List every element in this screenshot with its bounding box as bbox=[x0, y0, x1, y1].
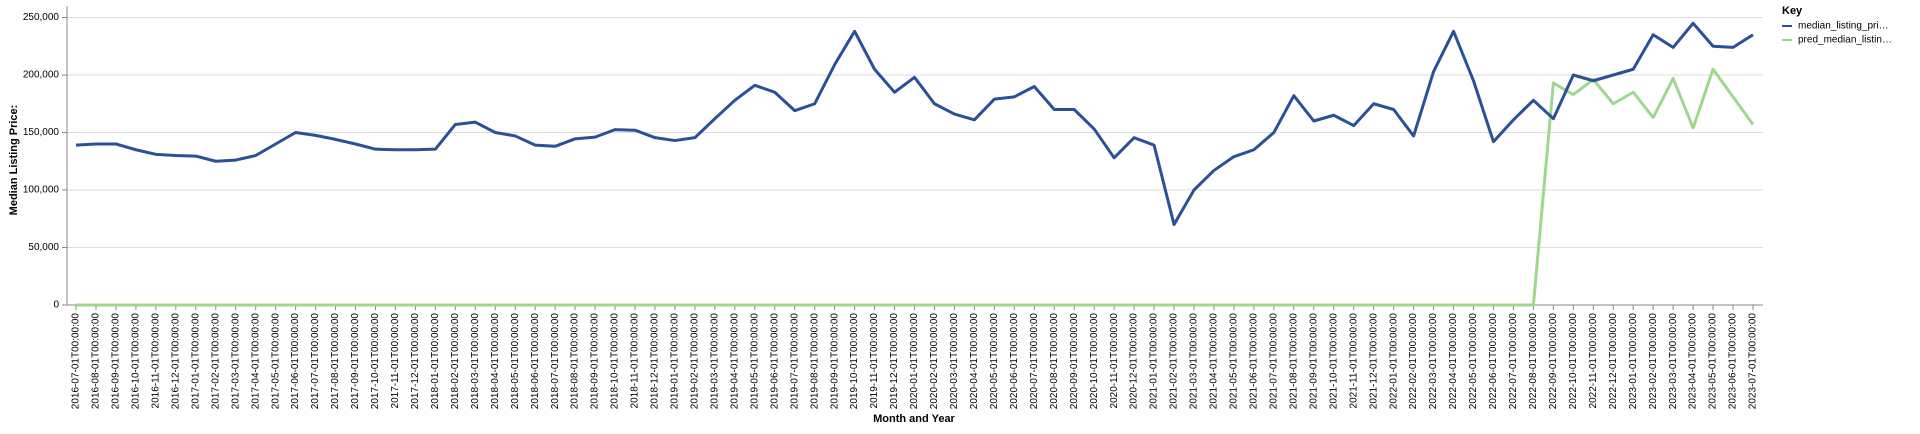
x-tick-label: 2019-05-01T00:00:00 bbox=[749, 313, 760, 410]
x-tick-label: 2021-03-01T00:00:00 bbox=[1189, 313, 1200, 410]
x-tick-label: 2021-11-01T00:00:00 bbox=[1348, 313, 1359, 409]
x-tick-label: 2017-05-01T00:00:00 bbox=[270, 313, 281, 410]
x-tick-label: 2022-10-01T00:00:00 bbox=[1568, 313, 1579, 410]
x-tick-label: 2020-08-01T00:00:00 bbox=[1049, 313, 1060, 410]
x-tick-label: 2017-04-01T00:00:00 bbox=[250, 313, 261, 410]
x-tick-label: 2021-01-01T00:00:00 bbox=[1149, 313, 1160, 410]
x-tick-label: 2020-04-01T00:00:00 bbox=[969, 313, 980, 410]
x-tick-label: 2016-07-01T00:00:00 bbox=[71, 313, 82, 410]
x-tick-label: 2017-10-01T00:00:00 bbox=[370, 313, 381, 410]
y-tick-label: 50,000 bbox=[28, 242, 59, 253]
x-tick-label: 2019-06-01T00:00:00 bbox=[769, 313, 780, 410]
x-tick-label: 2021-07-01T00:00:00 bbox=[1268, 313, 1279, 410]
x-tick-label: 2018-10-01T00:00:00 bbox=[610, 313, 621, 410]
x-tick-label: 2023-04-01T00:00:00 bbox=[1688, 313, 1699, 410]
x-tick-label: 2022-11-01T00:00:00 bbox=[1588, 313, 1599, 409]
x-tick-label: 2020-01-01T00:00:00 bbox=[909, 313, 920, 410]
y-tick-label: 200,000 bbox=[23, 70, 60, 81]
x-tick-label: 2017-01-01T00:00:00 bbox=[190, 313, 201, 410]
x-tick-label: 2020-02-01T00:00:00 bbox=[929, 313, 940, 410]
x-tick-label: 2018-12-01T00:00:00 bbox=[650, 313, 661, 410]
x-tick-label: 2020-05-01T00:00:00 bbox=[989, 313, 1000, 410]
x-tick-label: 2020-09-01T00:00:00 bbox=[1069, 313, 1080, 410]
x-tick-label: 2017-07-01T00:00:00 bbox=[310, 313, 321, 410]
x-tick-label: 2018-03-01T00:00:00 bbox=[470, 313, 481, 410]
x-tick-label: 2018-07-01T00:00:00 bbox=[550, 313, 561, 410]
x-tick-label: 2023-02-01T00:00:00 bbox=[1648, 313, 1659, 410]
x-tick-label: 2017-06-01T00:00:00 bbox=[290, 313, 301, 410]
x-tick-label: 2019-01-01T00:00:00 bbox=[670, 313, 681, 410]
x-tick-label: 2018-06-01T00:00:00 bbox=[530, 313, 541, 410]
x-tick-label: 2022-03-01T00:00:00 bbox=[1428, 313, 1439, 410]
series-line bbox=[75, 21, 1754, 226]
x-tick-label: 2020-12-01T00:00:00 bbox=[1129, 313, 1140, 410]
x-tick-label: 2022-06-01T00:00:00 bbox=[1488, 313, 1499, 410]
x-tick-label: 2017-09-01T00:00:00 bbox=[350, 313, 361, 410]
x-tick-label: 2016-11-01T00:00:00 bbox=[150, 313, 161, 409]
x-tick-label: 2022-08-01T00:00:00 bbox=[1528, 313, 1539, 410]
x-tick-label: 2020-11-01T00:00:00 bbox=[1109, 313, 1120, 409]
x-tick-label: 2017-12-01T00:00:00 bbox=[410, 313, 421, 410]
y-tick-label: 150,000 bbox=[23, 127, 60, 138]
x-tick-label: 2023-07-01T00:00:00 bbox=[1748, 313, 1759, 410]
x-tick-label: 2023-06-01T00:00:00 bbox=[1728, 313, 1739, 410]
x-tick-label: 2022-09-01T00:00:00 bbox=[1548, 313, 1559, 410]
x-tick-label: 2020-03-01T00:00:00 bbox=[949, 313, 960, 410]
x-tick-label: 2023-03-01T00:00:00 bbox=[1668, 313, 1679, 410]
x-tick-label: 2016-09-01T00:00:00 bbox=[111, 313, 122, 410]
x-tick-label: 2019-02-01T00:00:00 bbox=[690, 313, 701, 410]
x-tick-label: 2018-08-01T00:00:00 bbox=[570, 313, 581, 410]
x-tick-label: 2022-02-01T00:00:00 bbox=[1408, 313, 1419, 410]
x-tick-label: 2017-08-01T00:00:00 bbox=[330, 313, 341, 410]
x-tick-label: 2022-12-01T00:00:00 bbox=[1608, 313, 1619, 410]
x-tick-label: 2018-04-01T00:00:00 bbox=[490, 313, 501, 410]
x-tick-label: 2019-12-01T00:00:00 bbox=[889, 313, 900, 410]
y-tick-label: 250,000 bbox=[23, 12, 60, 23]
x-tick-label: 2019-04-01T00:00:00 bbox=[729, 313, 740, 410]
x-tick-label: 2018-05-01T00:00:00 bbox=[510, 313, 521, 410]
x-tick-label: 2019-07-01T00:00:00 bbox=[789, 313, 800, 410]
y-tick-label: 100,000 bbox=[23, 185, 60, 196]
x-tick-label: 2021-08-01T00:00:00 bbox=[1288, 313, 1299, 410]
x-tick-label: 2022-04-01T00:00:00 bbox=[1448, 313, 1459, 410]
x-tick-label: 2019-03-01T00:00:00 bbox=[709, 313, 720, 410]
x-tick-label: 2020-07-01T00:00:00 bbox=[1029, 313, 1040, 410]
y-axis-title: Median Listing Price: bbox=[8, 105, 20, 216]
x-tick-label: 2016-08-01T00:00:00 bbox=[91, 313, 102, 410]
x-tick-label: 2021-10-01T00:00:00 bbox=[1328, 313, 1339, 410]
legend-label: median_listing_pri… bbox=[1798, 21, 1889, 32]
x-tick-label: 2019-09-01T00:00:00 bbox=[829, 313, 840, 410]
x-tick-label: 2018-02-01T00:00:00 bbox=[450, 313, 461, 410]
x-tick-label: 2019-11-01T00:00:00 bbox=[869, 313, 880, 409]
series-line bbox=[76, 67, 1755, 307]
x-tick-label: 2021-05-01T00:00:00 bbox=[1229, 313, 1240, 410]
x-tick-label: 2018-11-01T00:00:00 bbox=[630, 313, 641, 409]
x-tick-label: 2017-03-01T00:00:00 bbox=[230, 313, 241, 410]
x-tick-label: 2017-11-01T00:00:00 bbox=[390, 313, 401, 409]
x-tick-label: 2017-02-01T00:00:00 bbox=[210, 313, 221, 410]
y-tick-label: 0 bbox=[53, 300, 59, 311]
x-tick-label: 2022-07-01T00:00:00 bbox=[1508, 313, 1519, 410]
x-tick-label: 2019-10-01T00:00:00 bbox=[849, 313, 860, 410]
x-axis-title: Month and Year bbox=[873, 413, 955, 425]
x-tick-label: 2021-06-01T00:00:00 bbox=[1249, 313, 1260, 410]
x-tick-label: 2021-02-01T00:00:00 bbox=[1169, 313, 1180, 410]
x-tick-label: 2016-12-01T00:00:00 bbox=[170, 313, 181, 410]
x-tick-label: 2021-04-01T00:00:00 bbox=[1209, 313, 1220, 410]
x-tick-label: 2018-09-01T00:00:00 bbox=[590, 313, 601, 410]
legend-label: pred_median_listin… bbox=[1798, 35, 1892, 46]
legend-title: Key bbox=[1782, 5, 1803, 17]
x-tick-label: 2020-06-01T00:00:00 bbox=[1009, 313, 1020, 410]
x-tick-label: 2021-12-01T00:00:00 bbox=[1368, 313, 1379, 410]
x-tick-label: 2022-05-01T00:00:00 bbox=[1468, 313, 1479, 410]
x-tick-label: 2018-01-01T00:00:00 bbox=[430, 313, 441, 410]
x-tick-label: 2019-08-01T00:00:00 bbox=[809, 313, 820, 410]
x-tick-label: 2021-09-01T00:00:00 bbox=[1308, 313, 1319, 410]
x-tick-label: 2023-05-01T00:00:00 bbox=[1708, 313, 1719, 410]
x-tick-label: 2023-01-01T00:00:00 bbox=[1628, 313, 1639, 410]
x-tick-label: 2020-10-01T00:00:00 bbox=[1089, 313, 1100, 410]
x-tick-label: 2022-01-01T00:00:00 bbox=[1388, 313, 1399, 410]
x-tick-label: 2016-10-01T00:00:00 bbox=[131, 313, 142, 410]
